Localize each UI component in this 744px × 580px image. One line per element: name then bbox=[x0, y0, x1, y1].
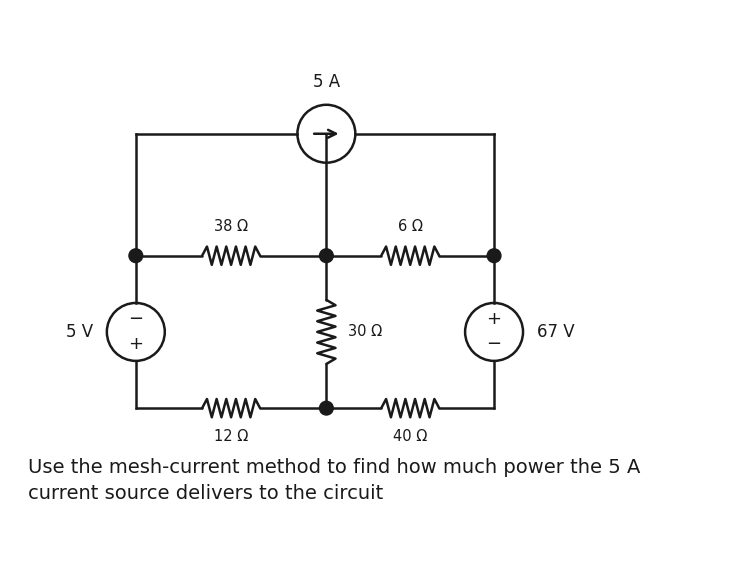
Text: 30 Ω: 30 Ω bbox=[347, 324, 382, 339]
Text: 5 V: 5 V bbox=[66, 323, 93, 341]
Circle shape bbox=[487, 249, 501, 263]
Text: 6 Ω: 6 Ω bbox=[398, 219, 423, 234]
Text: 40 Ω: 40 Ω bbox=[393, 429, 427, 444]
Text: +: + bbox=[487, 310, 501, 328]
Text: 38 Ω: 38 Ω bbox=[214, 219, 248, 234]
Text: 12 Ω: 12 Ω bbox=[214, 429, 248, 444]
Text: Use the mesh-current method to find how much power the 5 A
current source delive: Use the mesh-current method to find how … bbox=[28, 458, 641, 503]
Text: 5 A: 5 A bbox=[312, 73, 340, 91]
Circle shape bbox=[319, 401, 333, 415]
Text: −: − bbox=[487, 335, 501, 353]
Text: +: + bbox=[128, 335, 144, 353]
Circle shape bbox=[319, 249, 333, 263]
Text: 67 V: 67 V bbox=[536, 323, 574, 341]
Circle shape bbox=[129, 249, 143, 263]
Text: −: − bbox=[128, 310, 144, 328]
